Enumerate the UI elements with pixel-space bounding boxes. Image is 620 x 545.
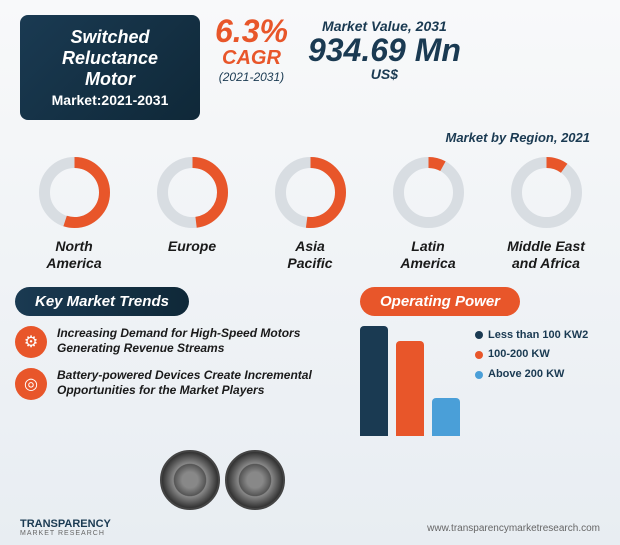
legend-dot <box>475 331 483 339</box>
title-box: Switched Reluctance Motor Market:2021-20… <box>20 15 200 120</box>
legend-label: 100-200 KW <box>488 345 550 365</box>
operating-heading: Operating Power <box>360 287 520 316</box>
legend-label: Less than 100 KW2 <box>488 326 588 346</box>
trend-item: ◎ Battery-powered Devices Create Incremen… <box>15 368 345 400</box>
motor-icon <box>225 450 285 510</box>
region-label: AsiaPacific <box>251 238 369 272</box>
mv-value: 934.69 Mn <box>308 34 461 66</box>
trend-text: Increasing Demand for High-Speed Motors … <box>57 326 345 357</box>
ring-gauge <box>509 155 584 230</box>
region-item: NorthAmerica <box>15 155 133 272</box>
title-period: 2021-2031 <box>101 92 168 108</box>
region-header: Market by Region, 2021 <box>0 130 620 145</box>
trends-heading: Key Market Trends <box>15 287 189 316</box>
region-item: AsiaPacific <box>251 155 369 272</box>
bar <box>432 398 460 436</box>
legend-dot <box>475 351 483 359</box>
region-label: NorthAmerica <box>15 238 133 272</box>
ring-gauge <box>391 155 466 230</box>
bar <box>360 326 388 436</box>
mv-unit: US$ <box>308 66 461 82</box>
region-rings: NorthAmerica Europe AsiaPacific LatinAme… <box>0 145 620 282</box>
title-line2: Reluctance Motor <box>38 48 182 90</box>
metrics: 6.3% CAGR (2021-2031) Market Value, 2031… <box>215 15 600 84</box>
motor-icon <box>160 450 220 510</box>
region-item: LatinAmerica <box>369 155 487 272</box>
ring-gauge <box>37 155 112 230</box>
lower-section: Key Market Trends ⚙ Increasing Demand for… <box>0 282 620 446</box>
trend-item: ⚙ Increasing Demand for High-Speed Motors… <box>15 326 345 358</box>
bar <box>396 341 424 436</box>
trend-icon: ⚙ <box>15 326 47 358</box>
cagr-block: 6.3% CAGR (2021-2031) <box>215 15 288 84</box>
region-label: Europe <box>133 238 251 255</box>
region-label: LatinAmerica <box>369 238 487 272</box>
cagr-value: 6.3% <box>215 15 288 47</box>
operating-panel: Operating Power Less than 100 KW2100-200… <box>360 287 605 436</box>
region-item: Middle Eastand Africa <box>487 155 605 272</box>
motor-image <box>160 450 285 510</box>
logo: TRANSPARENCY MARKET RESEARCH <box>20 519 111 537</box>
logo-line1: TRANSPARENCY <box>20 519 111 530</box>
legend-item: Above 200 KW <box>475 365 588 385</box>
title-line3: Market: <box>52 92 102 108</box>
footer-url: www.transparencymarketresearch.com <box>427 523 600 534</box>
legend-item: Less than 100 KW2 <box>475 326 588 346</box>
legend-dot <box>475 371 483 379</box>
region-item: Europe <box>133 155 251 272</box>
logo-line2: MARKET RESEARCH <box>20 530 111 537</box>
ring-gauge <box>155 155 230 230</box>
footer: TRANSPARENCY MARKET RESEARCH www.transpa… <box>0 519 620 537</box>
cagr-label: CAGR <box>215 47 288 70</box>
market-value-block: Market Value, 2031 934.69 Mn US$ <box>308 18 461 82</box>
title-line1: Switched <box>38 27 182 48</box>
header: Switched Reluctance Motor Market:2021-20… <box>0 0 620 130</box>
region-label: Middle Eastand Africa <box>487 238 605 272</box>
cagr-period: (2021-2031) <box>215 70 288 84</box>
legend-label: Above 200 KW <box>488 365 564 385</box>
trend-text: Battery-powered Devices Create Increment… <box>57 368 345 399</box>
trends-panel: Key Market Trends ⚙ Increasing Demand for… <box>15 287 345 436</box>
trend-icon: ◎ <box>15 368 47 400</box>
legend-item: 100-200 KW <box>475 345 588 365</box>
ring-gauge <box>273 155 348 230</box>
bar-chart <box>360 326 460 436</box>
legend: Less than 100 KW2100-200 KWAbove 200 KW <box>475 326 588 436</box>
